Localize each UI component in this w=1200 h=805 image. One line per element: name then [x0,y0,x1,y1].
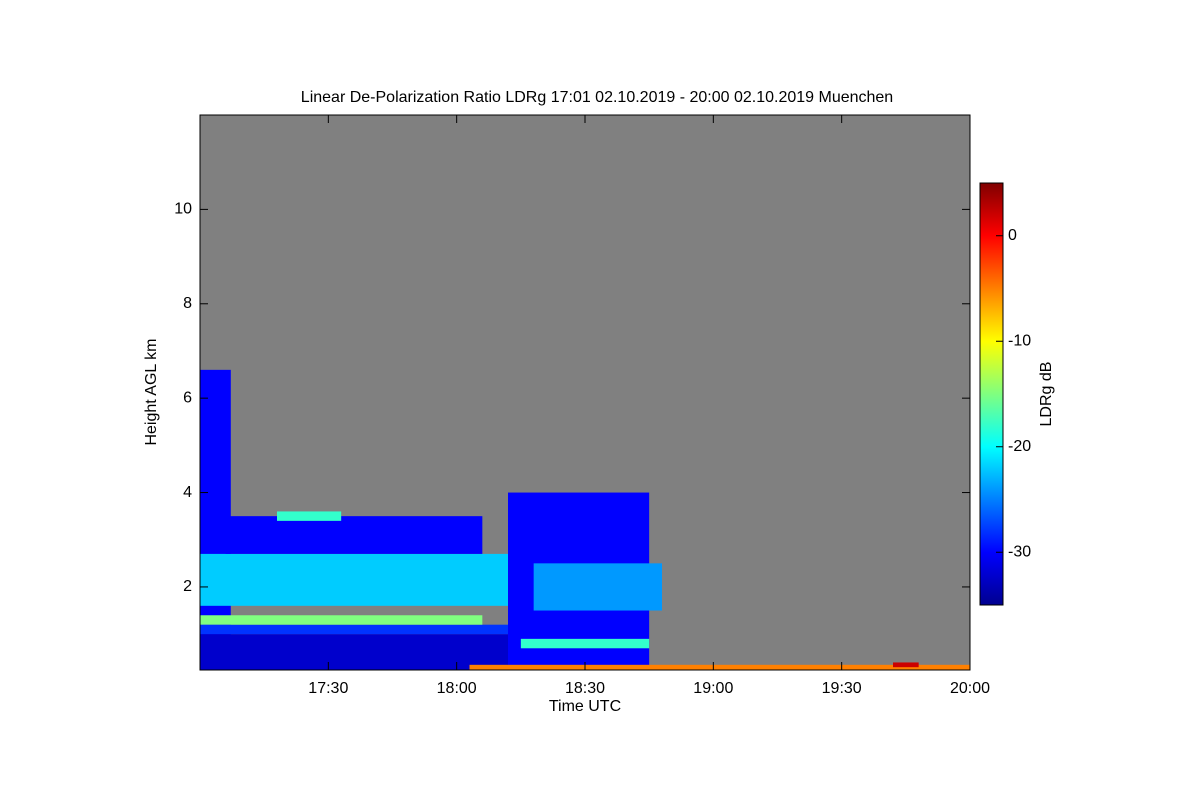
x-tick-label: 19:00 [693,680,733,697]
y-tick-label: 8 [183,295,192,312]
colorbar-label: LDRg dB [1038,362,1055,427]
y-tick-label: 2 [183,578,192,595]
y-tick-label: 6 [183,389,192,406]
y-axis-label: Height AGL km [143,338,160,445]
colorbar-tick-label: -20 [1008,438,1031,455]
heatmap-cell [200,615,483,625]
chart-title: Linear De-Polarization Ratio LDRg 17:01 … [301,89,893,106]
heatmap-cell [225,516,483,554]
x-axis-label: Time UTC [549,698,621,715]
colorbar-tick-label: -10 [1008,332,1031,349]
x-tick-label: 18:30 [565,680,605,697]
colorbar-tick-label: 0 [1008,227,1017,244]
heatmap [200,369,970,670]
x-tick-label: 19:30 [822,680,862,697]
x-tick-label: 18:00 [437,680,477,697]
colorbar [979,182,1004,606]
y-tick-label: 4 [183,484,192,501]
heatmap-cell [200,553,508,606]
heatmap-cell [200,634,547,670]
x-tick-label: 20:00 [950,680,990,697]
heatmap-cell [277,511,342,521]
y-tick-label: 10 [174,201,192,218]
heatmap-cell [200,624,508,635]
heatmap-cell [893,662,919,668]
x-tick-label: 17:30 [308,680,348,697]
heatmap-cell [469,664,970,670]
colorbar-tick-label: -30 [1008,543,1031,560]
heatmap-cell [520,638,650,649]
heatmap-cell [533,563,662,611]
